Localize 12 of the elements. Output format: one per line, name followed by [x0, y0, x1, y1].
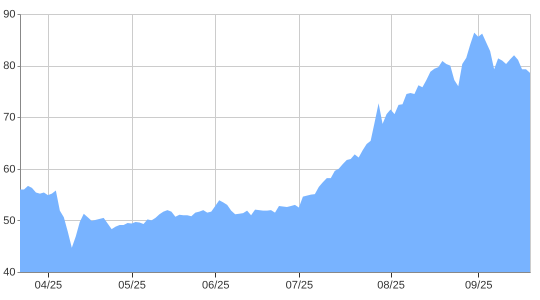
x-tick-label: 08/25: [377, 280, 405, 292]
y-tick-label: 50: [3, 214, 16, 227]
x-tick-label: 05/25: [118, 280, 146, 292]
x-tick-label: 09/25: [464, 280, 492, 292]
y-tick-label: 40: [3, 266, 16, 278]
x-tick-label: 07/25: [286, 280, 314, 292]
y-tick-label: 80: [3, 60, 16, 72]
x-tick-label: 04/25: [34, 280, 62, 292]
x-tick-label: 06/25: [202, 280, 230, 292]
y-tick-label: 60: [3, 163, 16, 176]
y-tick-label: 70: [3, 112, 16, 124]
y-tick-label: 90: [3, 8, 16, 20]
